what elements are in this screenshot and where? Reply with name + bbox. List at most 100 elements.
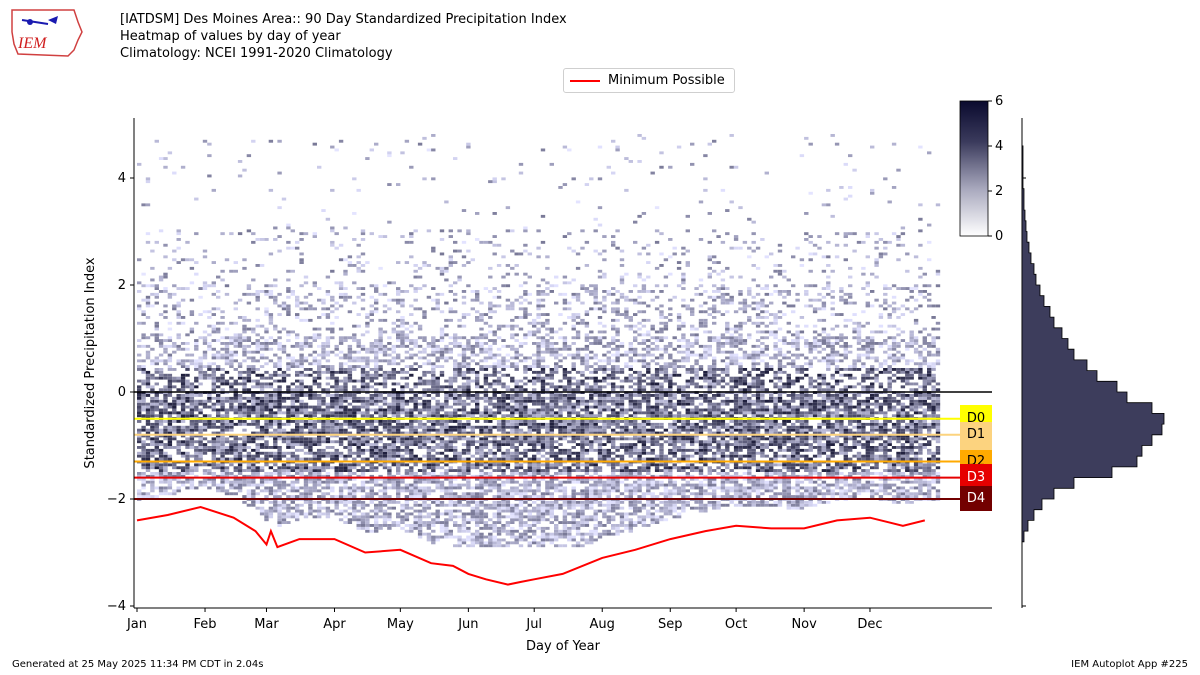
heatmap-cell xyxy=(237,365,243,368)
heatmap-cell xyxy=(198,362,203,366)
heatmap-cell xyxy=(154,287,159,290)
heatmap-cell xyxy=(435,356,440,360)
heatmap-cell xyxy=(400,290,405,293)
heatmap-cell xyxy=(523,434,528,438)
heatmap-cell xyxy=(466,422,471,426)
heatmap-cell xyxy=(246,440,252,444)
heatmap-cell xyxy=(505,307,511,311)
heatmap-cell xyxy=(501,443,506,446)
heatmap-cell xyxy=(527,535,532,539)
heatmap-cell xyxy=(141,344,146,348)
heatmap-cell xyxy=(475,405,480,409)
heatmap-cell xyxy=(475,298,480,302)
heatmap-cell xyxy=(167,480,173,484)
heatmap-cell xyxy=(347,448,353,452)
heatmap-cell xyxy=(365,370,370,374)
heatmap-cell xyxy=(466,402,471,406)
heatmap-cell xyxy=(268,480,274,484)
heatmap-cell xyxy=(352,379,357,383)
heatmap-cell xyxy=(202,255,208,259)
heatmap-cell xyxy=(167,454,173,458)
heatmap-cell xyxy=(396,446,401,449)
heatmap-cell xyxy=(290,394,295,397)
heatmap-cell xyxy=(290,469,295,472)
heatmap-cell xyxy=(545,342,550,345)
heatmap-cell xyxy=(259,477,265,481)
heatmap-cell xyxy=(400,370,405,374)
heatmap-cell xyxy=(523,431,528,435)
heatmap-cell xyxy=(198,463,203,467)
heatmap-cell xyxy=(523,316,528,319)
heatmap-cell xyxy=(259,238,265,241)
heatmap-cell xyxy=(536,330,541,334)
heatmap-cell xyxy=(251,463,256,467)
heatmap-cell xyxy=(255,454,260,458)
heatmap-cell xyxy=(453,310,458,314)
heatmap-cell xyxy=(422,356,427,360)
heatmap-cell xyxy=(180,385,186,389)
heatmap-cell xyxy=(325,388,331,392)
heatmap-cell xyxy=(317,500,322,504)
heatmap-cell xyxy=(444,469,449,472)
heatmap-cell xyxy=(220,388,225,392)
heatmap-cell xyxy=(229,342,234,345)
heatmap-cell xyxy=(466,313,471,316)
heatmap-cell xyxy=(492,535,497,539)
heatmap-cell xyxy=(396,394,401,397)
heatmap-cell xyxy=(312,333,317,337)
heatmap-cell xyxy=(378,414,383,418)
heatmap-cell xyxy=(545,492,550,496)
heatmap-cell xyxy=(466,420,471,423)
heatmap-cell xyxy=(211,420,216,423)
heatmap-cell xyxy=(470,434,475,438)
heatmap-cell xyxy=(400,440,405,444)
heatmap-cell xyxy=(413,402,418,406)
heatmap-cell xyxy=(268,489,274,493)
heatmap-cell xyxy=(145,336,151,340)
heatmap-cell xyxy=(343,483,348,487)
heatmap-cell xyxy=(154,394,159,397)
heatmap-cell xyxy=(435,538,440,542)
heatmap-cell xyxy=(540,448,546,452)
heatmap-cell xyxy=(268,446,274,449)
heatmap-cell xyxy=(369,376,374,380)
heatmap-cell xyxy=(303,422,309,426)
heatmap-cell xyxy=(400,431,405,435)
heatmap-cell xyxy=(303,500,309,504)
heatmap-cell xyxy=(176,394,181,397)
heatmap-cell xyxy=(483,474,489,478)
heatmap-cell xyxy=(545,472,550,475)
heatmap-cell xyxy=(431,434,436,438)
heatmap-cell xyxy=(277,428,282,432)
heatmap-cell xyxy=(374,373,379,377)
heatmap-cell xyxy=(330,394,335,397)
heatmap-cell xyxy=(404,457,410,461)
heatmap-cell xyxy=(514,541,519,545)
heatmap-cell xyxy=(492,521,497,524)
heatmap-cell xyxy=(273,443,278,446)
heatmap-cell xyxy=(163,344,168,348)
heatmap-cell xyxy=(523,336,528,340)
heatmap-cell xyxy=(549,492,554,496)
heatmap-cell xyxy=(453,336,458,340)
heatmap-cell xyxy=(518,405,524,409)
heatmap-cell xyxy=(137,428,142,432)
heatmap-cell xyxy=(154,405,159,409)
heatmap-cell xyxy=(176,388,181,392)
heatmap-cell xyxy=(347,261,353,264)
heatmap-cell xyxy=(290,428,295,432)
heatmap-cell xyxy=(347,411,353,415)
heatmap-cell xyxy=(461,414,467,418)
heatmap-cell xyxy=(352,408,357,412)
heatmap-cell xyxy=(409,365,414,368)
heatmap-cell xyxy=(444,344,449,348)
heatmap-cell xyxy=(518,295,524,299)
heatmap-cell xyxy=(369,443,374,446)
heatmap-cell xyxy=(510,408,515,412)
heatmap-cell xyxy=(382,399,388,403)
heatmap-cell xyxy=(264,477,269,481)
heatmap-cell xyxy=(259,474,265,478)
heatmap-cell xyxy=(312,379,317,383)
heatmap-cell xyxy=(338,368,344,371)
heatmap-cell xyxy=(167,365,173,368)
